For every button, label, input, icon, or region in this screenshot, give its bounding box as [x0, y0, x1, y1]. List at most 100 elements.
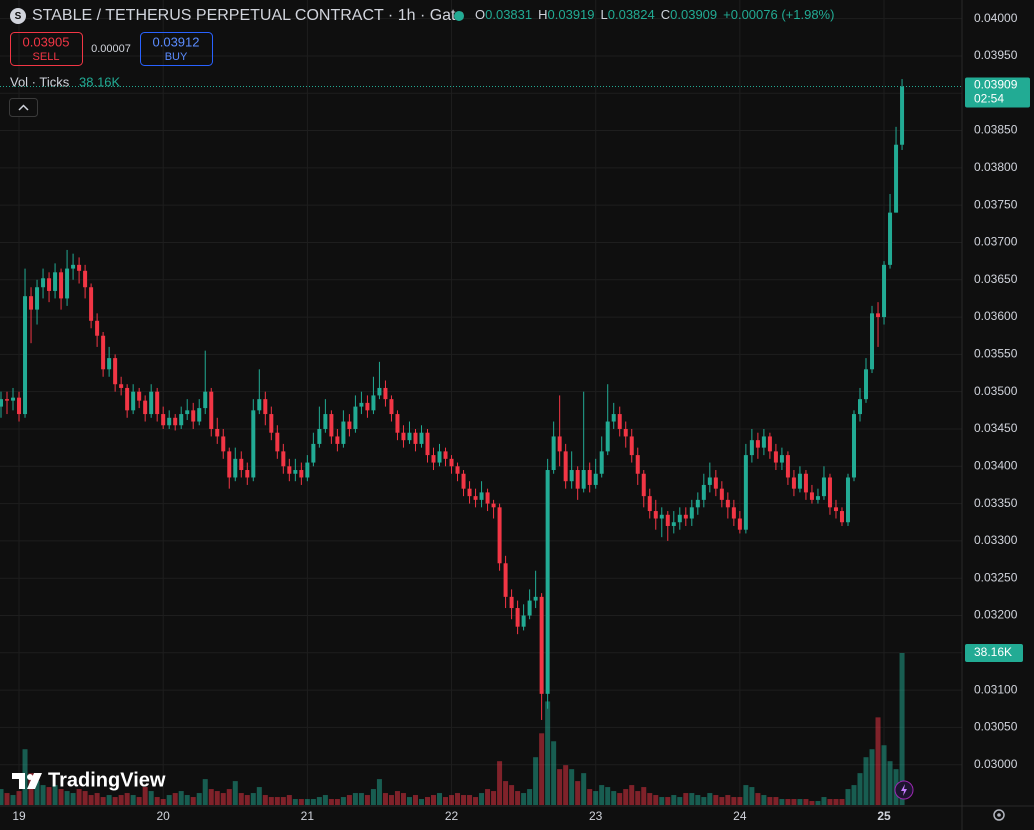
candle-body [311, 443, 316, 463]
candle-body [257, 399, 262, 411]
candle-body [185, 410, 190, 415]
volume-bar [689, 793, 695, 805]
volume-bar [767, 797, 773, 805]
sell-button[interactable] [10, 32, 83, 66]
volume-bar [809, 801, 815, 805]
candle-body [209, 391, 214, 429]
candle-body [497, 507, 502, 564]
volume-bar [82, 791, 88, 805]
volume-bar [641, 787, 647, 805]
volume-bar [731, 797, 737, 805]
candle-body [11, 397, 16, 401]
candle-body [395, 414, 400, 433]
volume-bar [226, 789, 232, 805]
volume-bar [551, 741, 557, 805]
candle-body [587, 470, 592, 485]
volume-bar [539, 733, 545, 805]
candle-body [227, 451, 232, 478]
candle-body [425, 432, 430, 456]
candle-body [53, 272, 58, 291]
logo-part [27, 774, 33, 780]
volume-bar [875, 717, 881, 805]
buy-button[interactable] [140, 32, 213, 66]
volume-bar [761, 795, 767, 805]
volume-bar [262, 795, 268, 805]
volume-bar [22, 749, 28, 805]
candle-body [317, 428, 322, 444]
volume-bar [208, 789, 214, 805]
volume-bar [791, 799, 797, 805]
candle-body [173, 417, 178, 426]
volume-bar [304, 799, 310, 805]
candle-body [89, 287, 94, 321]
market-status[interactable] [454, 11, 464, 21]
volume-bar [196, 793, 202, 805]
volume-tag [965, 644, 1023, 662]
candle-body [359, 402, 364, 407]
candle-body [377, 387, 382, 396]
volume-bar [713, 795, 719, 805]
volume-bar [821, 797, 827, 805]
candle-body [419, 432, 424, 444]
volume-bar [94, 793, 100, 805]
candle-body [101, 335, 106, 370]
candle-body [563, 451, 568, 482]
logo-part [12, 773, 25, 789]
candle-body [467, 488, 472, 497]
volume-bar [503, 781, 509, 805]
volume-bar [190, 797, 196, 805]
candle-body [695, 499, 700, 508]
candle-body [41, 278, 46, 288]
candle-body [725, 499, 730, 508]
volume-bar [292, 799, 298, 805]
candle-body [779, 455, 784, 463]
candle-body [719, 488, 724, 500]
ohlc-change: +0.00076 (+1.98%) [723, 7, 834, 22]
ohlc-value: 0.03824 [608, 7, 655, 22]
candle-body [864, 369, 869, 400]
volume-bar [316, 797, 322, 805]
volume-bar [322, 795, 328, 805]
candle-body [689, 507, 694, 519]
candle-body [809, 492, 814, 500]
candle-body [858, 399, 863, 415]
volume-bar [358, 793, 364, 805]
volume-bar [160, 799, 166, 805]
y-tick-label: 0.03250 [974, 570, 1018, 584]
volume-bar [382, 793, 388, 805]
y-tick-label: 0.03750 [974, 197, 1018, 211]
volume-tag-label: 38.16K [974, 645, 1012, 659]
candle-body [269, 414, 274, 433]
y-tick-label: 0.03300 [974, 533, 1018, 547]
symbol-icon[interactable] [10, 8, 26, 24]
buy-label: BUY [165, 51, 188, 63]
axis-layer: 0.030000.030500.031000.031500.032000.032… [0, 11, 1030, 823]
settings-button[interactable] [993, 809, 1005, 821]
collapse-button[interactable] [9, 98, 38, 117]
chart-title[interactable]: STABLE / TETHERUS PERPETUAL CONTRACT · 1… [32, 7, 465, 24]
y-tick-label: 0.03000 [974, 757, 1018, 771]
candle-body [77, 264, 82, 271]
ohlc-label: C [661, 7, 670, 22]
x-tick-label: 21 [301, 809, 315, 823]
volume-bar [683, 793, 689, 805]
volume-bar [70, 793, 76, 805]
candle-body [161, 414, 166, 426]
countdown: 02:54 [974, 92, 1004, 106]
candle-body [815, 496, 820, 500]
ohlc-value: 0.03831 [485, 7, 532, 22]
candle-body [557, 436, 562, 452]
volume-bar [563, 765, 569, 805]
volume-bar [497, 761, 503, 805]
y-tick-label: 0.03050 [974, 720, 1018, 734]
spread: 0.00007 [91, 43, 131, 55]
candle-body [431, 455, 436, 463]
candle-body [245, 470, 250, 478]
candle-body [767, 436, 772, 452]
candle-body [407, 432, 412, 441]
volume-bar [677, 797, 683, 805]
volume-bar [406, 797, 412, 805]
volume-bar [52, 785, 58, 805]
candle-body [629, 436, 634, 456]
volume-bar [364, 795, 370, 805]
